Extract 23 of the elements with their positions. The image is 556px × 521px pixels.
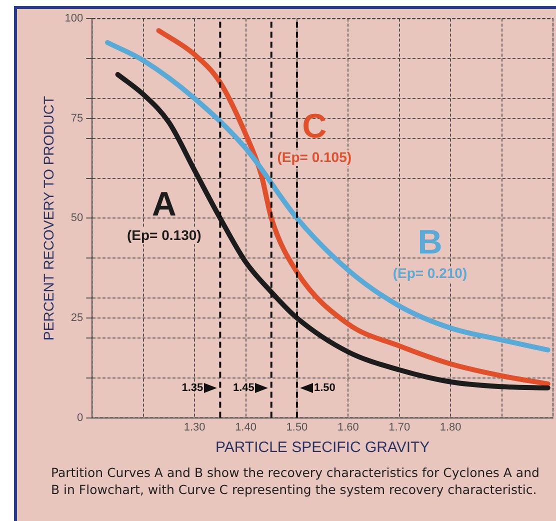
annotation: (Ep= 0.130) [127, 227, 202, 244]
ref-line-label: 1.35 [182, 382, 204, 394]
x-tick-label: 1.50 [286, 421, 308, 434]
y-tick-label: 25 [70, 312, 84, 324]
x-tick-label: 1.60 [337, 421, 359, 434]
y-tick-label: 75 [70, 112, 84, 124]
x-tick-label: 1.80 [440, 421, 462, 434]
x-tick-label: 1.30 [184, 421, 206, 434]
ref-line-label: 1.50 [314, 382, 336, 394]
series-label: B [418, 224, 442, 262]
x-tick-label: 1.70 [388, 421, 410, 434]
annotation: (Ep= 0.210) [392, 265, 468, 282]
x-axis-title: PARTICLE SPECIFIC GRAVITY [215, 439, 430, 456]
y-tick-label: 100 [64, 12, 84, 25]
y-tick-label: 0 [77, 412, 84, 424]
x-tick-label: 1.40 [235, 421, 256, 434]
series-label: C [302, 108, 327, 146]
y-axis-title: PERCENT RECOVERY TO PRODUCT [40, 95, 56, 340]
annotation: (Ep= 0.105) [277, 149, 352, 166]
series-label: A [152, 186, 176, 224]
ref-line-label: 1.45 [232, 382, 254, 394]
text: Partition Curves A and B show the recovery characteristics for Cyclones A and B in Flowchart, with Curve C representing the system recovery characteristic. [51, 464, 540, 498]
y-tick-label: 50 [70, 212, 84, 224]
